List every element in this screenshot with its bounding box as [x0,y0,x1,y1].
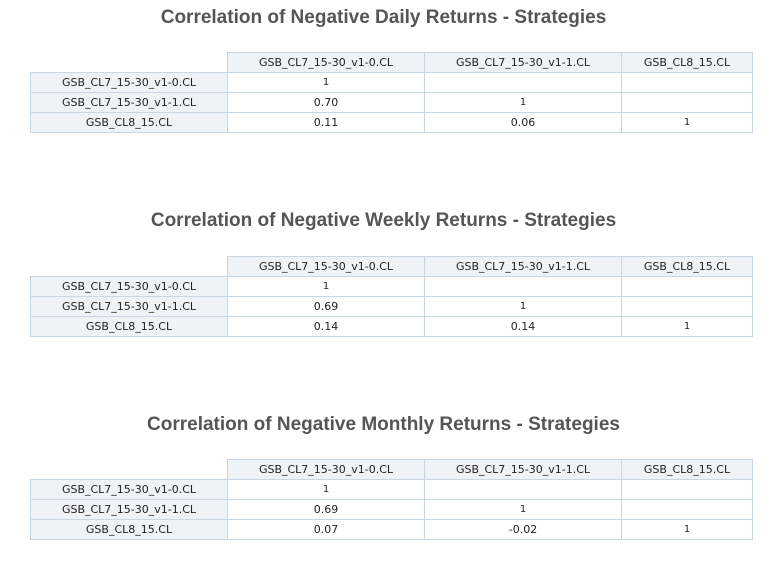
monthly-correlation-table: GSB_CL7_15-30_v1-0.CL GSB_CL7_15-30_v1-1… [30,459,753,540]
column-header: GSB_CL7_15-30_v1-1.CL [424,256,622,277]
correlation-cell: 0.06 [424,112,622,133]
row-header: GSB_CL7_15-30_v1-0.CL [30,479,228,500]
weekly-correlation-table: GSB_CL7_15-30_v1-0.CL GSB_CL7_15-30_v1-1… [30,256,753,337]
correlation-cell [621,276,753,297]
correlation-cell: -0.02 [424,519,622,540]
column-header: GSB_CL7_15-30_v1-0.CL [227,459,425,480]
correlation-cell: 0.07 [227,519,425,540]
header-row: GSB_CL7_15-30_v1-0.CL GSB_CL7_15-30_v1-1… [30,256,753,277]
correlation-cell [621,296,753,317]
column-header: GSB_CL8_15.CL [621,52,753,73]
column-header: GSB_CL7_15-30_v1-0.CL [227,52,425,73]
monthly-title: Correlation of Negative Monthly Returns … [147,414,620,435]
column-header: GSB_CL7_15-30_v1-1.CL [424,459,622,480]
correlation-cell: 0.14 [424,316,622,337]
correlation-cell [621,92,753,113]
correlation-cell: 1 [621,316,753,337]
corner-cell [30,459,228,480]
table-row: GSB_CL7_15-30_v1-0.CL 1 [30,72,753,93]
corner-cell [30,52,228,73]
correlation-cell: 1 [424,499,622,520]
row-header: GSB_CL8_15.CL [30,316,228,337]
column-header: GSB_CL8_15.CL [621,256,753,277]
daily-correlation-table: GSB_CL7_15-30_v1-0.CL GSB_CL7_15-30_v1-1… [30,52,753,133]
correlation-cell [621,479,753,500]
column-header: GSB_CL8_15.CL [621,459,753,480]
correlation-cell [424,276,622,297]
row-header: GSB_CL7_15-30_v1-1.CL [30,296,228,317]
table-row: GSB_CL7_15-30_v1-1.CL 0.69 1 [30,499,753,520]
corner-cell [30,256,228,277]
correlation-cell [621,72,753,93]
correlation-cell: 1 [424,296,622,317]
daily-title: Correlation of Negative Daily Returns - … [160,7,607,28]
row-header: GSB_CL8_15.CL [30,112,228,133]
row-header: GSB_CL7_15-30_v1-0.CL [30,276,228,297]
correlation-cell: 0.69 [227,499,425,520]
correlation-cell: 1 [621,519,753,540]
correlation-cell: 0.14 [227,316,425,337]
table-row: GSB_CL7_15-30_v1-0.CL 1 [30,276,753,297]
table-row: GSB_CL7_15-30_v1-1.CL 0.69 1 [30,296,753,317]
header-row: GSB_CL7_15-30_v1-0.CL GSB_CL7_15-30_v1-1… [30,459,753,480]
column-header: GSB_CL7_15-30_v1-0.CL [227,256,425,277]
correlation-cell: 1 [424,92,622,113]
table-row: GSB_CL8_15.CL 0.11 0.06 1 [30,112,753,133]
row-header: GSB_CL7_15-30_v1-0.CL [30,72,228,93]
correlation-cell: 1 [227,72,425,93]
correlation-cell: 1 [227,479,425,500]
table-row: GSB_CL7_15-30_v1-0.CL 1 [30,479,753,500]
weekly-title: Correlation of Negative Weekly Returns -… [150,210,617,231]
row-header: GSB_CL7_15-30_v1-1.CL [30,499,228,520]
table-row: GSB_CL7_15-30_v1-1.CL 0.70 1 [30,92,753,113]
header-row: GSB_CL7_15-30_v1-0.CL GSB_CL7_15-30_v1-1… [30,52,753,73]
correlation-cell: 1 [227,276,425,297]
table-row: GSB_CL8_15.CL 0.07 -0.02 1 [30,519,753,540]
correlation-cell [621,499,753,520]
correlation-cell: 1 [621,112,753,133]
correlation-cell: 0.11 [227,112,425,133]
correlation-cell: 0.70 [227,92,425,113]
table-row: GSB_CL8_15.CL 0.14 0.14 1 [30,316,753,337]
row-header: GSB_CL8_15.CL [30,519,228,540]
correlation-cell [424,72,622,93]
correlation-cell [424,479,622,500]
column-header: GSB_CL7_15-30_v1-1.CL [424,52,622,73]
row-header: GSB_CL7_15-30_v1-1.CL [30,92,228,113]
correlation-cell: 0.69 [227,296,425,317]
